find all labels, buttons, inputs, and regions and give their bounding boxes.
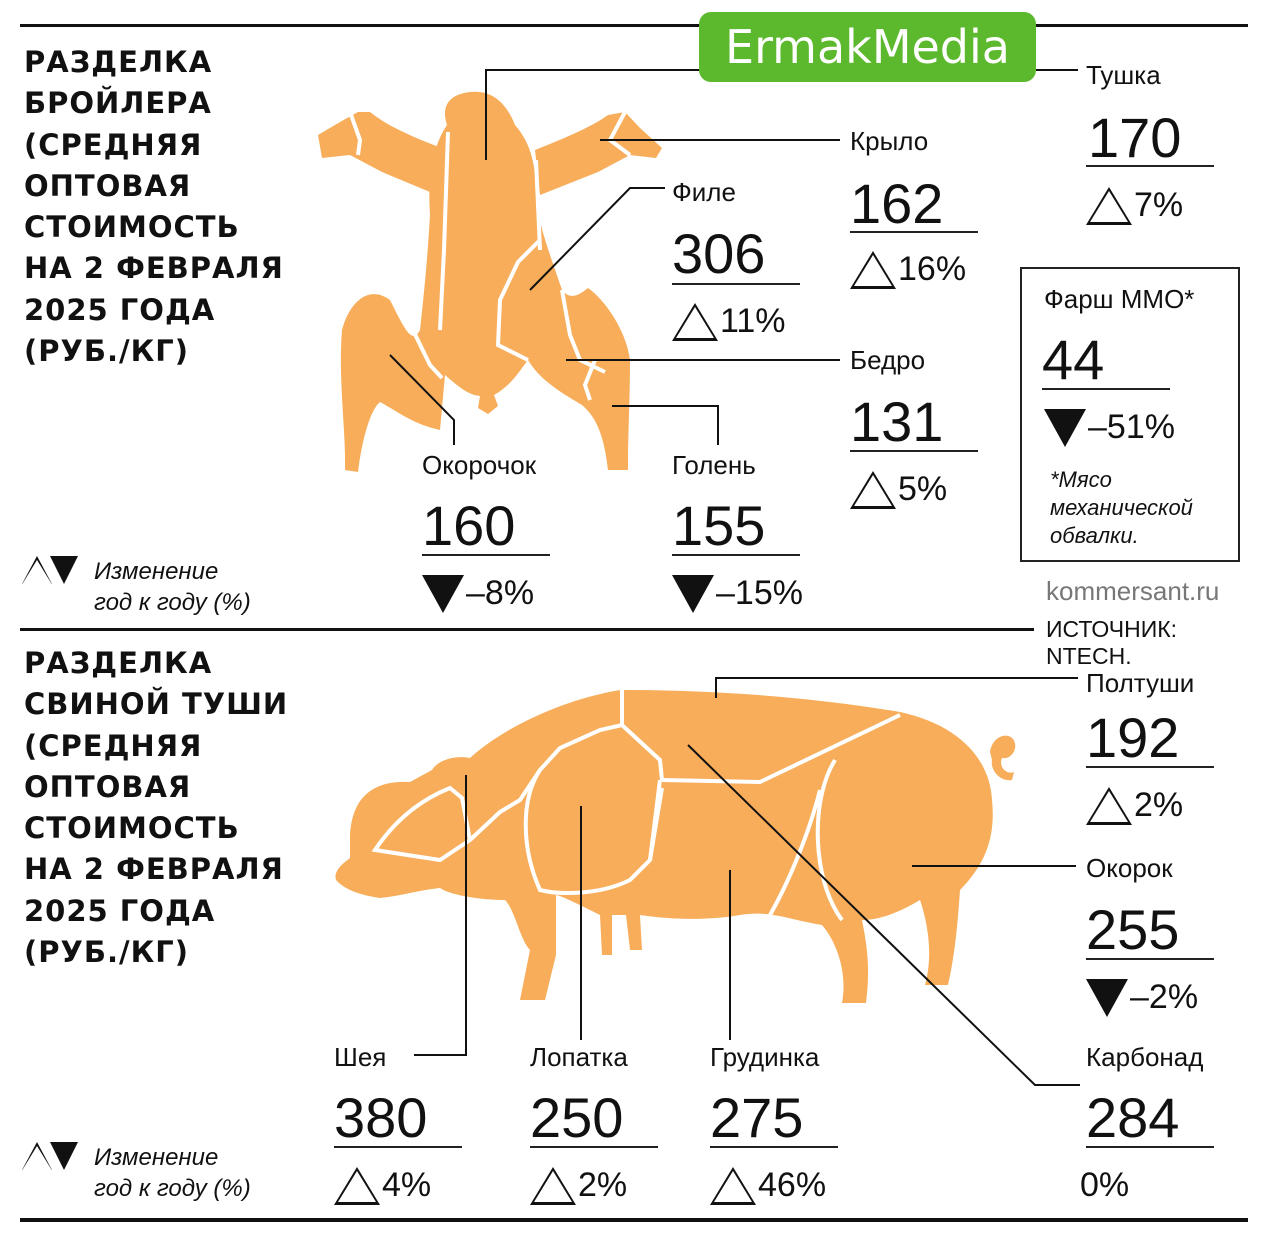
pork-item-price: 192: [1086, 706, 1180, 769]
pork-item-change-value: 0%: [1080, 1166, 1130, 1204]
ermakmedia-logo: ErmakMedia: [699, 12, 1036, 82]
pork-item-label: Шея: [334, 1042, 387, 1072]
chicken-item-label: Окорочок: [422, 450, 537, 480]
chicken-item-underline: [672, 554, 800, 556]
pork-item-underline: [710, 1146, 838, 1148]
chicken-item-change-value: –15%: [716, 574, 803, 612]
arrow-up-outline-icon: [850, 250, 896, 289]
pork-item-underline: [1086, 958, 1214, 960]
farsh-underline: [1042, 388, 1170, 390]
arrow-up-outline-icon: [530, 1166, 576, 1205]
pork-item-price: 284: [1086, 1086, 1180, 1149]
source-text: ИСТОЧНИК: NTECH.: [1046, 616, 1178, 669]
chicken-item-underline: [1086, 165, 1214, 167]
chicken-item-label: Голень: [672, 450, 756, 480]
chicken-item-price: 306: [672, 222, 766, 285]
pork-item-change-value: –2%: [1130, 978, 1199, 1016]
pork-legend: Изменение год к году (%): [94, 1144, 251, 1202]
pork-item-underline: [530, 1146, 658, 1148]
chicken-legend: Изменение год к году (%): [94, 558, 251, 616]
pig-cut-lines: [371, 690, 901, 922]
chicken-item-change: –8%: [422, 574, 534, 613]
chicken-title: РАЗДЕЛКА БРОЙЛЕРА (СРЕДНЯЯ ОПТОВАЯ СТОИМ…: [24, 45, 284, 369]
farsh-box: [1020, 267, 1240, 562]
chicken-item-change: 16%: [850, 250, 966, 289]
farsh-label: Фарш ММО*: [1044, 284, 1195, 314]
chicken-item-price: 160: [422, 494, 516, 557]
farsh-change: –51%: [1044, 408, 1175, 447]
pig-illustration: [335, 690, 1016, 1003]
pork-item-label: Окорок: [1086, 853, 1173, 883]
pork-item-change-value: 2%: [578, 1166, 628, 1204]
chicken-item-label: Филе: [672, 177, 736, 207]
chicken-item-change: 11%: [672, 302, 786, 341]
legend-triangles-icon: [18, 1142, 78, 1177]
pork-item-change: 46%: [710, 1166, 826, 1205]
farsh-price: 44: [1042, 328, 1105, 391]
chicken-item-underline: [672, 283, 800, 285]
chicken-item-price: 162: [850, 172, 944, 235]
chicken-item-change-value: 16%: [898, 250, 967, 288]
arrow-up-outline-icon: [334, 1166, 380, 1205]
arrow-down-icon: [672, 574, 714, 613]
chicken-item-price: 131: [850, 390, 944, 453]
chicken-cut-lines: [348, 111, 632, 401]
arrow-down-icon: [1044, 408, 1086, 447]
arrow-up-outline-icon: [672, 302, 718, 341]
pork-item-change: 0%: [1080, 1166, 1129, 1205]
chicken-item-change-value: –8%: [466, 574, 535, 612]
legend-triangles-icon: [18, 556, 78, 591]
pork-item-change: 2%: [530, 1166, 627, 1205]
chicken-item-label: Тушка: [1086, 60, 1161, 90]
arrow-up-outline-icon: [1086, 786, 1132, 825]
pork-item-change-value: 4%: [382, 1166, 432, 1204]
chicken-item-change-value: 11%: [720, 302, 786, 340]
chicken-item-underline: [850, 450, 978, 452]
pork-item-change-value: 2%: [1134, 786, 1184, 824]
pork-item-label: Полтуши: [1086, 668, 1195, 698]
pork-item-change-value: 46%: [758, 1166, 827, 1204]
arrow-down-icon: [422, 574, 464, 613]
pork-item-label: Лопатка: [530, 1042, 628, 1072]
pork-item-price: 250: [530, 1086, 624, 1149]
chicken-item-underline: [850, 231, 978, 233]
pork-item-underline: [1086, 766, 1214, 768]
pork-item-underline: [334, 1146, 462, 1148]
chicken-item-price: 170: [1088, 106, 1182, 169]
pig-leader-lines: [414, 677, 1080, 1086]
chicken-item-underline: [422, 554, 550, 556]
chicken-item-label: Крыло: [850, 126, 929, 156]
chicken-leader-lines: [389, 69, 1078, 445]
pork-item-price: 275: [710, 1086, 804, 1149]
pork-item-change: 4%: [334, 1166, 431, 1205]
chicken-item-change: 5%: [850, 470, 947, 509]
arrow-down-icon: [1086, 978, 1128, 1017]
chicken-illustration: [318, 91, 662, 472]
source-site: kommersant.ru: [1046, 576, 1220, 606]
farsh-note: *Мясо механической обвалки.: [1050, 467, 1193, 548]
farsh-change-value: –51%: [1088, 408, 1175, 446]
chicken-item-change-value: 7%: [1134, 186, 1184, 224]
arrow-up-outline-icon: [1086, 186, 1132, 225]
arrow-up-outline-icon: [850, 470, 896, 509]
chicken-item-price: 155: [672, 494, 766, 557]
pork-item-label: Карбонад: [1086, 1042, 1204, 1072]
pork-item-underline: [1086, 1146, 1214, 1148]
chicken-item-change: 7%: [1086, 186, 1183, 225]
chicken-item-change-value: 5%: [898, 470, 948, 508]
pork-title: РАЗДЕЛКА СВИНОЙ ТУШИ (СРЕДНЯЯ ОПТОВАЯ СТ…: [24, 646, 289, 970]
pork-item-price: 380: [334, 1086, 428, 1149]
pork-item-change: 2%: [1086, 786, 1183, 825]
chicken-item-change: –15%: [672, 574, 803, 613]
chicken-item-label: Бедро: [850, 345, 926, 375]
pork-item-price: 255: [1086, 898, 1180, 961]
pork-item-label: Грудинка: [710, 1042, 820, 1072]
arrow-up-outline-icon: [710, 1166, 756, 1205]
pork-item-change: –2%: [1086, 978, 1198, 1017]
